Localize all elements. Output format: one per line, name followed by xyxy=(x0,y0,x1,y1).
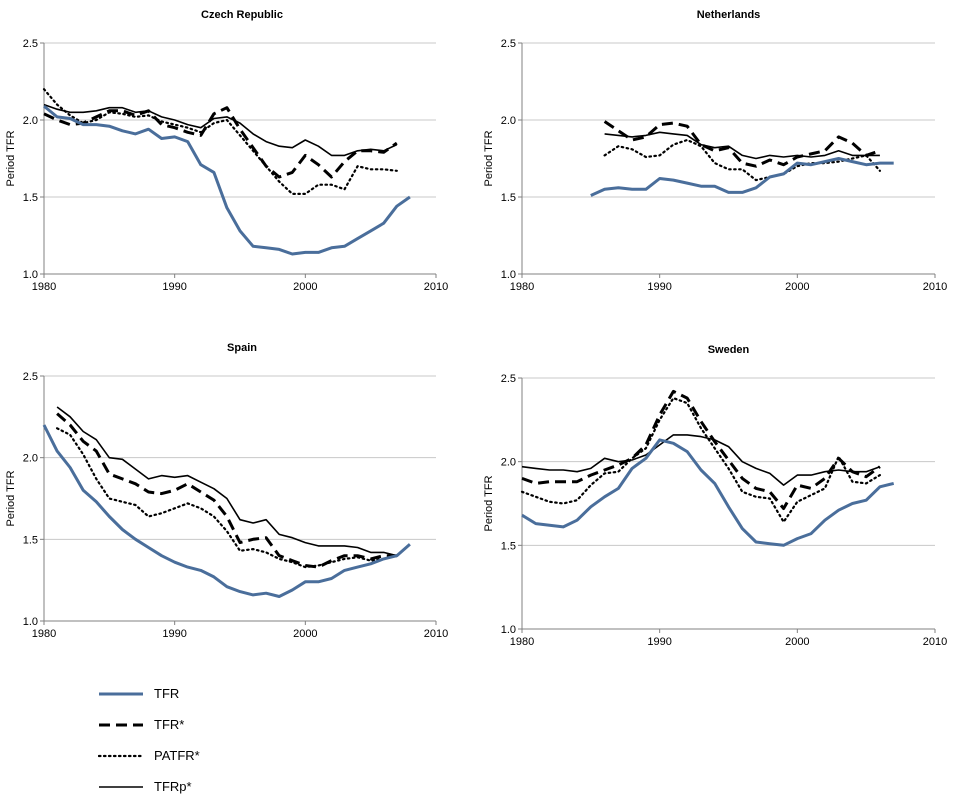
series-line-tfrp- xyxy=(604,131,880,160)
panel-sweden: Sweden 1.0 1.5 2.0 2.5 1980 1990 2000 2010 Period… xyxy=(483,344,947,648)
y-tick-label: 1.5 xyxy=(23,534,38,546)
x-tick-label: 2010 xyxy=(424,281,448,293)
series-line-tfr- xyxy=(43,106,398,179)
series-line-patfr- xyxy=(55,427,398,569)
x-tick-label: 2000 xyxy=(293,281,317,293)
series-line-tfr- xyxy=(521,389,881,510)
panel-title: Netherlands xyxy=(697,9,761,21)
y-tick-label: 2.5 xyxy=(501,38,516,50)
panel-spain: Spain 1.0 1.5 2.0 2.5 1980 1990 2000 2010 Period … xyxy=(5,342,448,640)
x-tick-label: 1980 xyxy=(510,636,534,648)
panel-czech-republic: Czech Republic 1.0 1.5 2.0 2.5 1980 1990 2000 20… xyxy=(5,9,448,293)
x-tick-label: 1980 xyxy=(32,628,56,640)
y-tick-label: 2.0 xyxy=(501,457,516,469)
x-tick-label: 1990 xyxy=(162,281,186,293)
y-axis-label: Period TFR xyxy=(5,470,17,526)
series-line-tfrp- xyxy=(43,103,398,157)
panel-title: Spain xyxy=(227,342,257,354)
y-tick-label: 2.0 xyxy=(501,115,516,127)
series-line-tfrp- xyxy=(56,406,397,557)
series-line-patfr- xyxy=(42,88,398,195)
panel-title: Sweden xyxy=(708,344,750,356)
series-line-tfr xyxy=(590,157,894,197)
series-line-tfr xyxy=(521,438,895,547)
y-tick-label: 2.5 xyxy=(501,373,516,385)
y-axis-label: Period TFR xyxy=(483,475,495,531)
y-tick-label: 1.5 xyxy=(501,540,516,552)
y-tick-label: 1.0 xyxy=(501,269,516,281)
series-line-patfr- xyxy=(520,397,882,524)
legend-swatch xyxy=(99,723,143,726)
series-line-tfr xyxy=(42,424,411,598)
series-line-patfr- xyxy=(603,138,882,182)
legend-item: TFRp* xyxy=(98,771,358,802)
panel-title: Czech Republic xyxy=(201,9,283,21)
y-tick-label: 2.5 xyxy=(23,371,38,383)
legend-label: TFRp* xyxy=(154,779,192,794)
legend-item: TFR xyxy=(98,678,358,709)
x-tick-label: 2000 xyxy=(785,636,809,648)
x-tick-label: 1990 xyxy=(647,281,671,293)
y-tick-label: 2.0 xyxy=(23,453,38,465)
y-tick-label: 1.0 xyxy=(501,624,516,636)
legend-swatch xyxy=(99,692,143,695)
x-tick-label: 2010 xyxy=(424,628,448,640)
y-tick-label: 1.5 xyxy=(501,192,516,204)
y-tick-label: 1.5 xyxy=(23,192,38,204)
legend-label: TFR xyxy=(154,686,180,701)
legend-swatch xyxy=(99,785,143,788)
x-tick-label: 1990 xyxy=(162,628,186,640)
y-tick-label: 2.5 xyxy=(23,38,38,50)
x-tick-label: 2000 xyxy=(293,628,317,640)
y-tick-label: 1.0 xyxy=(23,616,38,628)
series-line-tfr- xyxy=(56,412,397,569)
x-tick-label: 2010 xyxy=(923,636,947,648)
x-tick-label: 2000 xyxy=(785,281,809,293)
panel-netherlands: Netherlands 1.0 1.5 2.0 2.5 1980 1990 2000 2010 P… xyxy=(483,9,947,293)
legend-label: PATFR* xyxy=(154,748,200,763)
series-line-tfr xyxy=(43,104,411,256)
y-axis-label: Period TFR xyxy=(5,130,17,186)
legend-item: PATFR* xyxy=(98,740,358,771)
x-tick-label: 1990 xyxy=(647,636,671,648)
legend-swatch xyxy=(98,754,144,757)
series-line-tfrp- xyxy=(521,434,881,486)
legend-label: TFR* xyxy=(154,717,185,732)
x-tick-label: 1980 xyxy=(510,281,534,293)
x-tick-label: 1980 xyxy=(32,281,56,293)
chart-legend: TFR TFR* PATFR* TFRp* xyxy=(98,678,358,802)
y-tick-label: 2.0 xyxy=(23,115,38,127)
y-tick-label: 1.0 xyxy=(23,269,38,281)
y-axis-label: Period TFR xyxy=(483,130,495,186)
series-line-tfr- xyxy=(603,120,881,168)
legend-item: TFR* xyxy=(98,709,358,740)
x-tick-label: 2010 xyxy=(923,281,947,293)
